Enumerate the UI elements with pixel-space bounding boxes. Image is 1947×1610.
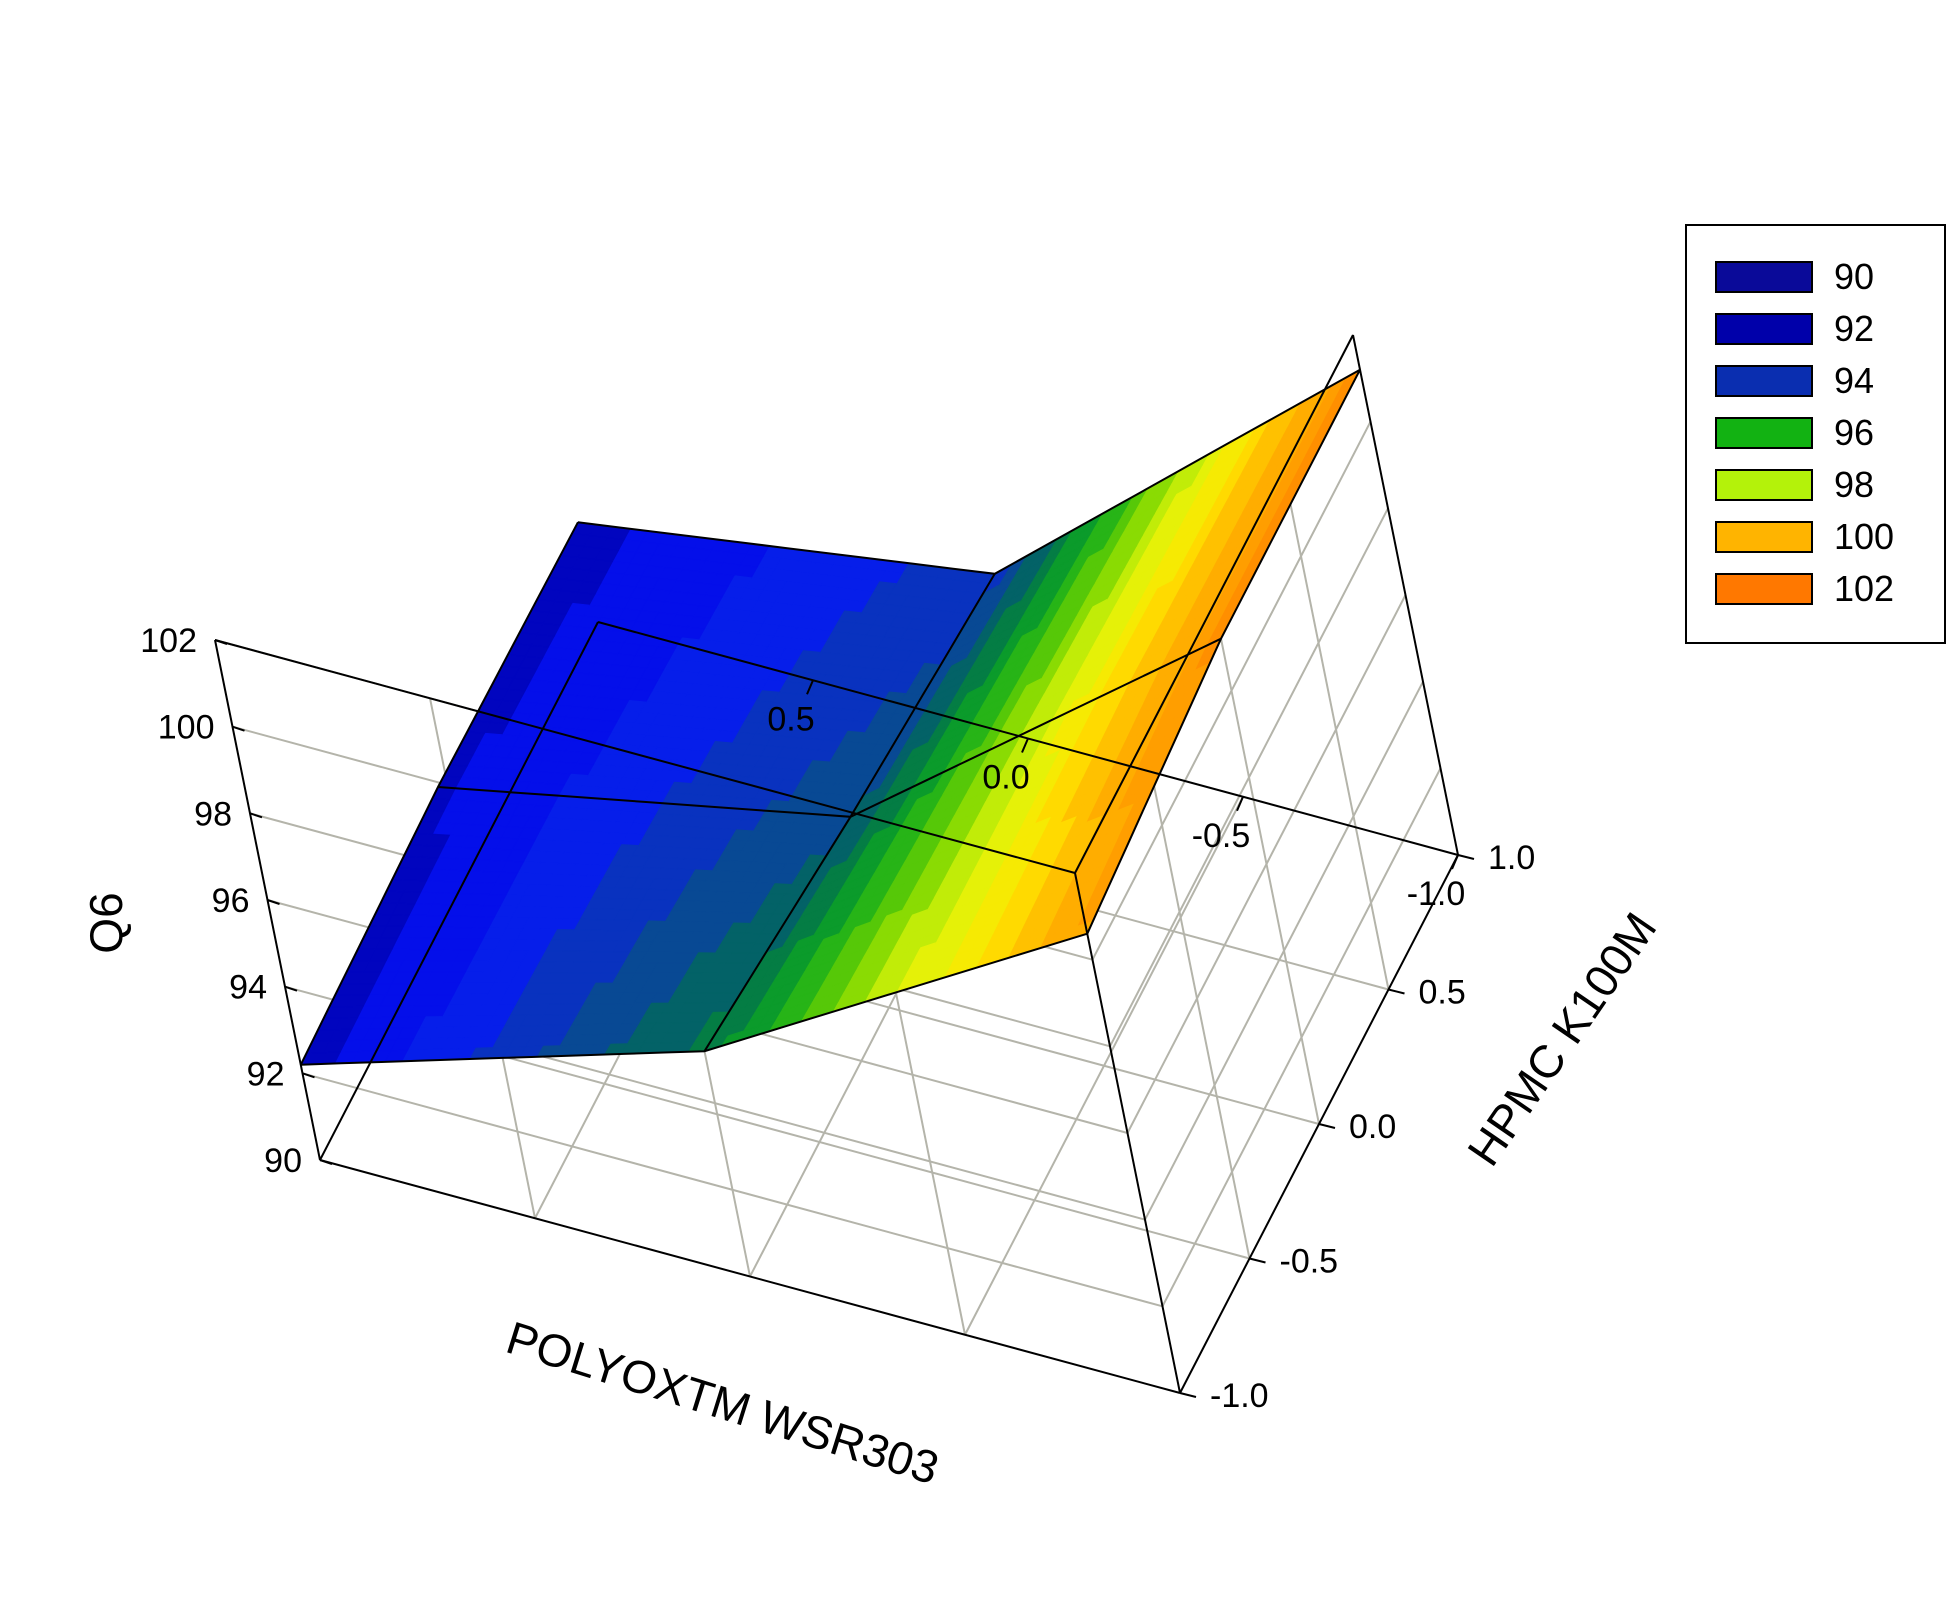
surface-mesh-line: [437, 637, 1222, 818]
frame-edge: [319, 1159, 1181, 1394]
surface-mesh: [299, 368, 1361, 1066]
gridline-y-back: [1282, 469, 1390, 990]
legend-label: 92: [1834, 308, 1874, 349]
z-tick-label: 100: [158, 709, 215, 747]
legend: 90 92 94 96 98 100 102: [1685, 224, 1946, 644]
x-tick-label: -1.0: [1407, 875, 1466, 913]
gridline-y-back: [1213, 603, 1320, 1125]
y-tick-label: 0.0: [1349, 1108, 1396, 1146]
y-tick: [1388, 988, 1405, 995]
x-axis-title: POLYOXTM WSR303: [501, 1311, 945, 1494]
x-tick-label: -0.5: [1192, 817, 1251, 855]
frame-edge: [214, 639, 1076, 874]
z-tick-label: 98: [194, 795, 232, 833]
gridline-y-floor: [389, 1024, 1250, 1260]
y-tick-label: 0.5: [1419, 974, 1466, 1012]
z-tick: [232, 725, 245, 732]
y-tick: [1457, 854, 1475, 860]
legend-swatch: [1715, 469, 1813, 501]
z-tick: [249, 812, 263, 819]
frame-edge: [1074, 334, 1354, 874]
z-tick-label: 102: [140, 622, 197, 660]
response-surface: [299, 368, 1362, 1066]
z-tick: [284, 985, 298, 992]
z-tick: [267, 899, 280, 905]
x-tick: [1021, 738, 1029, 753]
frame-edge: [1352, 334, 1459, 856]
surface-mesh-line: [300, 932, 1088, 1066]
surface-mesh-line: [577, 368, 1361, 575]
y-tick: [1318, 1123, 1336, 1129]
frame-edge: [1074, 872, 1181, 1394]
y-tick: [1249, 1257, 1266, 1264]
z-tick: [302, 1072, 315, 1079]
y-tick-label: -0.5: [1280, 1243, 1339, 1281]
x-tick: [1451, 854, 1459, 870]
y-tick-label: 1.0: [1488, 839, 1535, 877]
legend-swatch: [1715, 521, 1813, 553]
z-tick-label: 94: [229, 969, 267, 1007]
legend-label: 96: [1834, 412, 1874, 453]
z-tick-label: 92: [247, 1055, 285, 1093]
legend-swatch: [1715, 261, 1813, 293]
axis-ticks: 90 92 94 96 98 100 102 0.5 0.0 -0.5 -1.0 1.0 0.5 0.0 -…: [140, 622, 1535, 1415]
legend-label: 90: [1834, 256, 1874, 297]
z-tick: [214, 639, 228, 645]
legend-label: 100: [1834, 516, 1894, 557]
gridline-y-back: [1143, 738, 1251, 1259]
legend-label: 98: [1834, 464, 1874, 505]
legend-swatch: [1715, 573, 1813, 605]
z-tick-label: 90: [264, 1142, 302, 1180]
legend-label: 94: [1834, 360, 1874, 401]
y-axis-title: HPMC K100M: [1457, 903, 1666, 1175]
y-tick-label: -1.0: [1210, 1377, 1269, 1415]
z-axis-title: Q6: [80, 892, 132, 953]
legend-swatch: [1715, 365, 1813, 397]
x-tick: [1236, 796, 1244, 812]
legend-swatch: [1715, 417, 1813, 449]
x-tick: [806, 679, 814, 695]
y-tick: [1179, 1392, 1197, 1398]
legend-swatch: [1715, 313, 1813, 345]
x-tick-label: 0.0: [982, 759, 1029, 797]
legend-label: 102: [1834, 568, 1894, 609]
x-tick-label: 0.5: [767, 700, 814, 738]
frame-edge: [319, 621, 599, 1161]
z-tick-label: 96: [212, 882, 250, 920]
z-tick: [319, 1159, 333, 1165]
